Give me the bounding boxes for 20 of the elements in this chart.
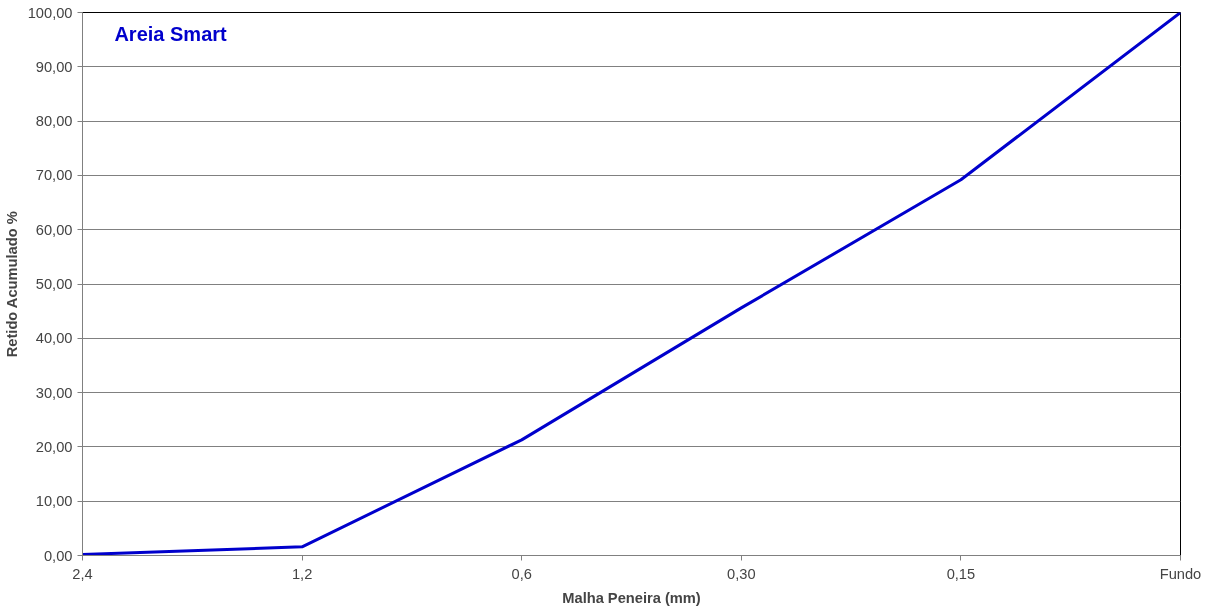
y-tick-label: 80,00 [35, 113, 73, 130]
y-tick-label: 50,00 [35, 276, 73, 292]
y-tick-label: 60,00 [35, 221, 73, 238]
x-tick-label: 0,6 [511, 565, 532, 582]
y-tick-label: 40,00 [35, 330, 73, 347]
x-tick-label: 2,4 [72, 565, 93, 582]
text: Areia Smart [114, 23, 228, 46]
y-tick-label: 0,00 [43, 547, 73, 564]
y-tick-label: 10,00 [35, 493, 73, 510]
y-tick-label: 30,00 [35, 384, 73, 401]
x-tick-label: 0,30 [727, 565, 756, 582]
x-axis-title: Malha Peneira (mm) [562, 589, 701, 606]
x-tick-label: Fundo [1159, 565, 1202, 582]
y-tick-label: 20,00 [35, 438, 73, 455]
y-axis-title: Retido Acumulado % [3, 211, 20, 358]
x-tick-label: 1,2 [291, 565, 313, 582]
y-tick-label: 90,00 [35, 58, 73, 75]
y-tick-label: 70,00 [35, 167, 73, 184]
x-tick-label: 0,15 [946, 565, 976, 582]
y-tick-label: 100,00 [27, 4, 73, 21]
